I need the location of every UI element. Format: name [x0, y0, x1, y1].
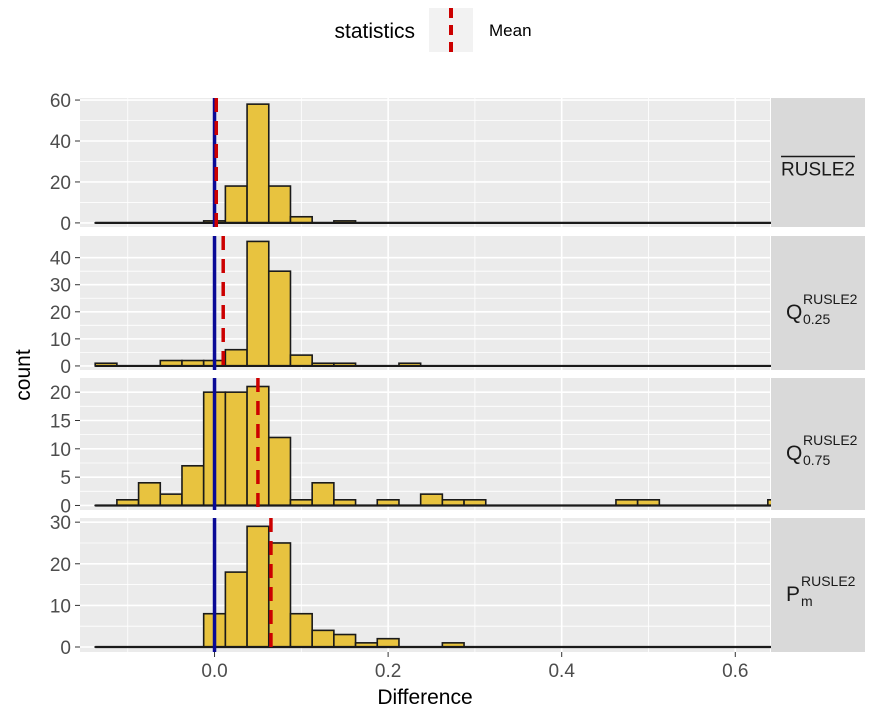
histogram-bar	[224, 348, 248, 367]
histogram-bar	[419, 493, 444, 507]
y-tick-label: 10	[50, 440, 71, 461]
histogram-bar	[311, 629, 335, 648]
histogram-bar	[224, 571, 248, 648]
y-tick-label: 60	[50, 91, 71, 112]
facet-strip	[771, 236, 865, 370]
facet-strip-label-base: Q	[786, 301, 802, 324]
y-tick-label: 40	[50, 249, 71, 270]
histogram-bar	[224, 391, 248, 507]
facet-strip-label-subscript: 0.25	[803, 311, 830, 327]
histogram-bar	[159, 493, 183, 507]
x-tick-label: 0.4	[548, 661, 575, 682]
histogram-bar	[333, 633, 357, 648]
y-tick-label: 15	[50, 411, 71, 432]
panel-background	[80, 236, 770, 370]
legend-title: statistics	[334, 20, 415, 43]
facet-strip	[771, 378, 865, 510]
y-tick-label: 0	[60, 496, 71, 517]
x-tick-label: 0.0	[201, 661, 227, 682]
histogram-bar	[137, 482, 162, 507]
y-tick-label: 10	[50, 330, 71, 351]
histogram-bar	[376, 637, 400, 648]
panel-background	[80, 98, 770, 227]
x-tick-label: 0.6	[722, 661, 748, 682]
facet-panels: 0204060RUSLE2010203040QRUSLE20.250510152…	[50, 91, 865, 659]
y-tick-label: 0	[60, 638, 71, 659]
panel-background	[80, 518, 770, 652]
y-tick-label: 5	[60, 468, 71, 489]
legend: statistics Mean	[334, 8, 532, 52]
histogram-bar	[246, 240, 270, 367]
facet-strip-label-subscript: m	[801, 593, 813, 609]
facet-strip	[771, 98, 865, 227]
y-tick-label: 0	[60, 214, 71, 235]
facet-strip-label-subscript: 0.75	[803, 452, 830, 468]
y-tick-label: 20	[50, 303, 71, 324]
facet-strip-label-base: Q	[786, 442, 802, 465]
y-tick-label: 20	[50, 383, 71, 404]
x-tick-label: 0.2	[375, 661, 401, 682]
histogram-bar	[267, 185, 292, 224]
y-tick-label: 20	[50, 173, 71, 194]
histogram-bar	[246, 103, 270, 224]
facet-strip-label-superscript: RUSLE2	[803, 432, 858, 448]
facet-panel-1: 0 20 40 60 RUSLE2	[50, 91, 865, 235]
y-tick-label: 40	[50, 132, 71, 153]
y-tick-label: 30	[50, 513, 71, 534]
x-axis: 0.0 0.2 0.4 0.6	[201, 652, 748, 682]
histogram-bar	[267, 270, 292, 367]
x-axis-label: Difference	[377, 686, 472, 709]
histogram-bar	[289, 612, 313, 648]
legend-label-mean: Mean	[489, 21, 532, 40]
histogram-bar	[224, 185, 248, 224]
y-tick-label: 30	[50, 276, 71, 297]
histogram-bar	[289, 354, 313, 367]
y-axis-label: count	[12, 349, 35, 401]
y-tick-label: 10	[50, 596, 71, 617]
histogram-bar	[246, 525, 270, 648]
histogram-bar	[267, 436, 292, 507]
histogram-bar	[311, 482, 335, 507]
facet-strip-label: RUSLE2	[781, 160, 855, 181]
histogram-bar	[181, 465, 205, 507]
facet-strip	[771, 518, 865, 652]
y-tick-label: 20	[50, 555, 71, 576]
facet-strip-label-superscript: RUSLE2	[803, 291, 858, 307]
facet-strip-label-superscript: RUSLE2	[801, 573, 856, 589]
y-tick-label: 0	[60, 357, 71, 378]
facet-strip-label-base: P	[786, 583, 800, 606]
